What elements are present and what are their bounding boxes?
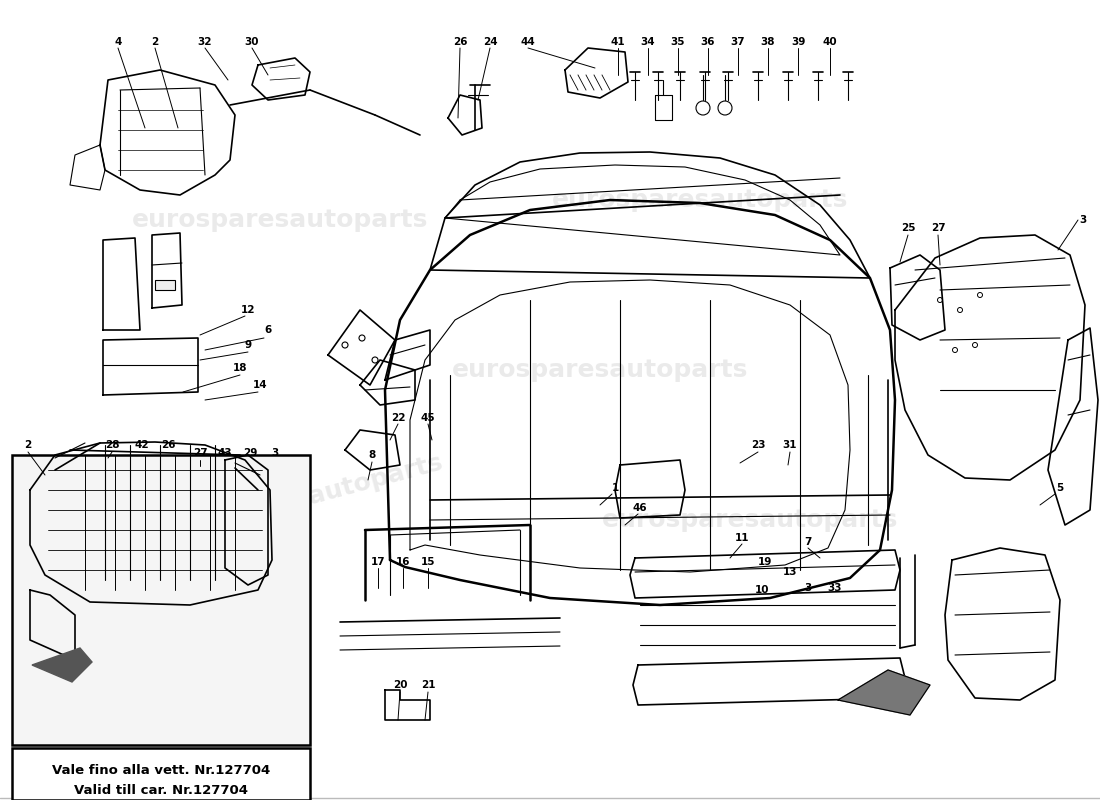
Text: 19: 19 — [758, 557, 772, 567]
Text: eurosparesautoparts: eurosparesautoparts — [154, 450, 447, 550]
Text: 26: 26 — [453, 37, 468, 47]
Polygon shape — [838, 670, 930, 715]
Polygon shape — [32, 648, 92, 682]
Text: 44: 44 — [520, 37, 536, 47]
Text: 32: 32 — [198, 37, 212, 47]
Text: 10: 10 — [755, 585, 769, 595]
Text: 14: 14 — [253, 380, 267, 390]
Text: 6: 6 — [264, 325, 272, 335]
Text: 27: 27 — [192, 448, 207, 458]
Text: 18: 18 — [233, 363, 248, 373]
Text: 4: 4 — [114, 37, 122, 47]
Text: 23: 23 — [750, 440, 766, 450]
Text: 26: 26 — [161, 440, 175, 450]
Text: 38: 38 — [761, 37, 776, 47]
Text: eurosparesautoparts: eurosparesautoparts — [132, 208, 428, 232]
Text: 1: 1 — [612, 483, 618, 493]
Text: eurosparesautoparts: eurosparesautoparts — [552, 188, 848, 212]
Text: 28: 28 — [104, 440, 119, 450]
FancyBboxPatch shape — [12, 455, 310, 745]
Text: 3: 3 — [1079, 215, 1087, 225]
Text: 30: 30 — [244, 37, 260, 47]
Text: 34: 34 — [640, 37, 656, 47]
Text: 3: 3 — [804, 583, 812, 593]
Text: 33: 33 — [827, 583, 843, 593]
Text: Vale fino alla vett. Nr.127704: Vale fino alla vett. Nr.127704 — [52, 763, 271, 777]
Text: 24: 24 — [483, 37, 497, 47]
Text: 21: 21 — [420, 680, 436, 690]
Text: 11: 11 — [735, 533, 749, 543]
Text: 16: 16 — [396, 557, 410, 567]
Text: 36: 36 — [701, 37, 715, 47]
Text: 27: 27 — [931, 223, 945, 233]
Text: Valid till car. Nr.127704: Valid till car. Nr.127704 — [74, 783, 248, 797]
Text: 45: 45 — [420, 413, 436, 423]
Text: eurosparesautoparts: eurosparesautoparts — [452, 358, 748, 382]
Text: 13: 13 — [783, 567, 798, 577]
Text: 39: 39 — [791, 37, 805, 47]
Text: 20: 20 — [393, 680, 407, 690]
Text: 2: 2 — [152, 37, 158, 47]
Text: 43: 43 — [218, 448, 232, 458]
FancyBboxPatch shape — [12, 748, 310, 800]
Text: 25: 25 — [901, 223, 915, 233]
Text: 22: 22 — [390, 413, 405, 423]
Text: 42: 42 — [134, 440, 150, 450]
Text: 37: 37 — [730, 37, 746, 47]
Text: 2: 2 — [24, 440, 32, 450]
Text: eurosparesautoparts: eurosparesautoparts — [602, 508, 899, 532]
Text: 9: 9 — [244, 340, 252, 350]
Text: 3: 3 — [272, 448, 278, 458]
Text: 5: 5 — [1056, 483, 1064, 493]
Text: 46: 46 — [632, 503, 647, 513]
Text: 40: 40 — [823, 37, 837, 47]
Text: 29: 29 — [243, 448, 257, 458]
Text: 31: 31 — [783, 440, 798, 450]
Text: 35: 35 — [671, 37, 685, 47]
Text: 7: 7 — [804, 537, 812, 547]
Text: 15: 15 — [420, 557, 436, 567]
Bar — [155, 280, 175, 290]
Text: 8: 8 — [368, 450, 375, 460]
Text: 41: 41 — [610, 37, 625, 47]
Text: 17: 17 — [371, 557, 385, 567]
Text: 12: 12 — [241, 305, 255, 315]
